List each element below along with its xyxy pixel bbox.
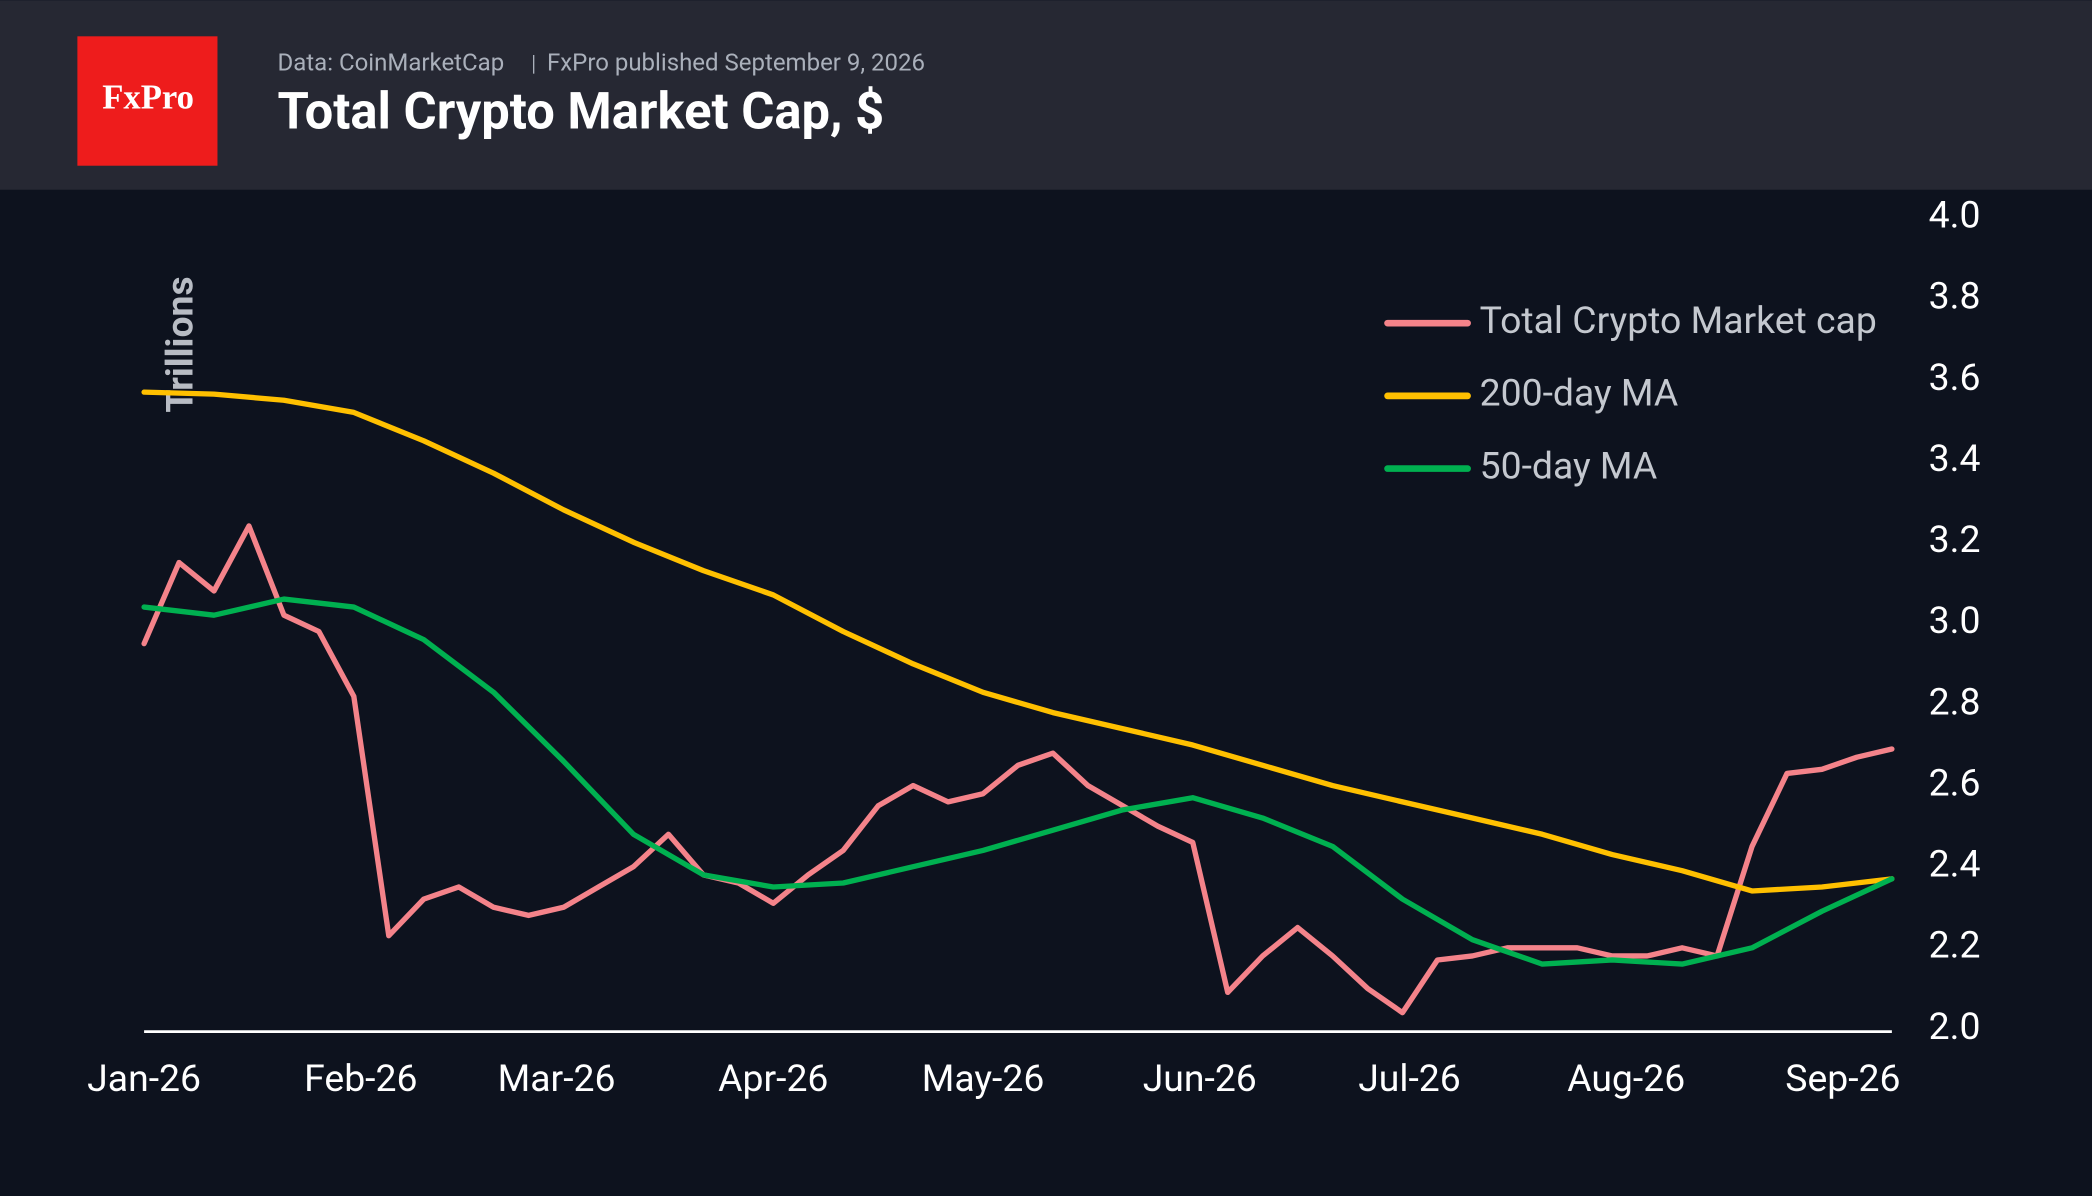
y-tick-label: 2.6 — [1929, 761, 1981, 805]
x-tick-label: Apr-26 — [718, 1057, 828, 1101]
y-tick-label: 2.4 — [1929, 843, 1981, 887]
series-line — [141, 596, 1895, 967]
x-tick-label: Jul-26 — [1358, 1057, 1461, 1101]
logo-box — [77, 36, 218, 166]
x-tick-label: Feb-26 — [304, 1057, 417, 1101]
x-tick-label: Jun-26 — [1143, 1057, 1257, 1101]
y-tick-label: 3.4 — [1929, 437, 1981, 481]
x-tick-label: May-26 — [922, 1057, 1045, 1101]
x-tick-label: Sep-26 — [1785, 1057, 1900, 1101]
x-tick-label: Mar-26 — [498, 1057, 616, 1101]
y-tick-label: 3.0 — [1929, 599, 1981, 643]
y-tick-label: 2.0 — [1929, 1005, 1981, 1049]
source: Data: CoinMarketCap — [278, 49, 505, 77]
x-tick-label: Jan-26 — [87, 1057, 201, 1101]
series-line — [141, 523, 1895, 1016]
x-tick-label: Aug-26 — [1567, 1057, 1685, 1101]
logo: FxPro — [102, 77, 194, 116]
header-band — [0, 0, 2092, 190]
legend-label: Total Crypto Market cap — [1480, 299, 1877, 343]
chart-title: Total Crypto Market Cap, $ — [278, 82, 885, 141]
y-tick-label: 2.8 — [1929, 680, 1981, 724]
y-tick-label: 3.8 — [1929, 275, 1981, 319]
y-tick-label: 4.0 — [1929, 194, 1981, 238]
y-tick-label: 3.6 — [1929, 356, 1981, 400]
y-tick-label: 2.2 — [1929, 924, 1981, 968]
series-line — [141, 389, 1895, 894]
y-axis-label: Trillions — [159, 276, 203, 412]
legend-label: 50-day MA — [1480, 444, 1658, 488]
legend-label: 200-day MA — [1480, 372, 1679, 416]
y-tick-label: 3.2 — [1929, 518, 1981, 562]
published: FxPro published September 9, 2026 — [547, 49, 925, 77]
